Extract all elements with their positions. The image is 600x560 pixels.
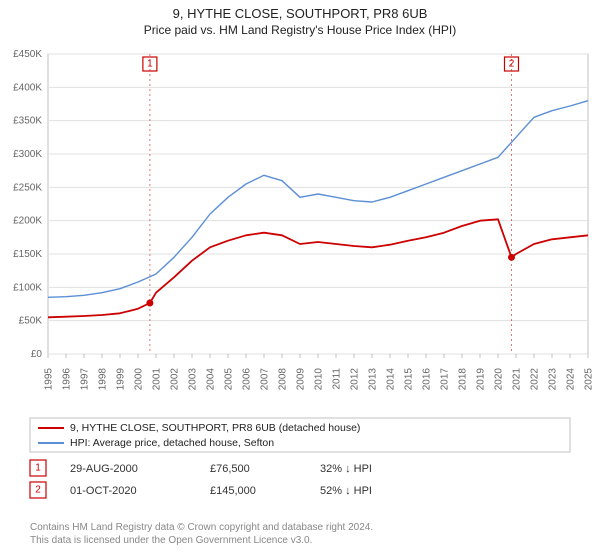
svg-text:2005: 2005 — [224, 368, 235, 391]
svg-text:2012: 2012 — [350, 368, 361, 391]
svg-text:£400K: £400K — [13, 82, 42, 93]
svg-text:1996: 1996 — [62, 368, 73, 391]
svg-text:52% ↓ HPI: 52% ↓ HPI — [320, 485, 372, 497]
title-line-2: Price paid vs. HM Land Registry's House … — [0, 23, 600, 37]
svg-text:£76,500: £76,500 — [210, 463, 250, 475]
svg-text:2003: 2003 — [188, 368, 199, 391]
svg-text:HPI: Average price, detached h: HPI: Average price, detached house, Seft… — [70, 437, 274, 449]
svg-text:2002: 2002 — [170, 368, 181, 391]
svg-text:2013: 2013 — [368, 368, 379, 391]
chart: £0 £50K £100K £150K £200K £250K £300K £350K £400… — [0, 46, 600, 416]
svg-text:£150K: £150K — [13, 249, 42, 260]
svg-text:£450K: £450K — [13, 49, 42, 60]
svg-text:2011: 2011 — [332, 368, 343, 390]
svg-text:£0: £0 — [31, 349, 43, 360]
svg-text:2023: 2023 — [548, 368, 559, 391]
svg-text:9, HYTHE CLOSE, SOUTHPORT, PR8: 9, HYTHE CLOSE, SOUTHPORT, PR8 6UB (deta… — [70, 422, 360, 434]
svg-text:2025: 2025 — [584, 368, 595, 391]
svg-text:£250K: £250K — [13, 182, 42, 193]
svg-text:1995: 1995 — [44, 368, 55, 391]
svg-text:29-AUG-2000: 29-AUG-2000 — [70, 463, 138, 475]
svg-text:£350K: £350K — [13, 116, 42, 127]
credits-line-2: This data is licensed under the Open Gov… — [30, 535, 312, 546]
title-line-1: 9, HYTHE CLOSE, SOUTHPORT, PR8 6UB — [0, 6, 600, 21]
svg-text:2019: 2019 — [476, 368, 487, 391]
credits-line-1: Contains HM Land Registry data © Crown c… — [30, 522, 373, 533]
svg-text:2001: 2001 — [152, 368, 163, 391]
svg-text:2010: 2010 — [314, 368, 325, 391]
svg-text:32% ↓ HPI: 32% ↓ HPI — [320, 463, 372, 475]
svg-text:01-OCT-2020: 01-OCT-2020 — [70, 485, 137, 497]
credits: Contains HM Land Registry data © Crown c… — [30, 522, 570, 547]
svg-text:£200K: £200K — [13, 216, 42, 227]
svg-text:£50K: £50K — [19, 316, 43, 327]
svg-text:2022: 2022 — [530, 368, 541, 391]
svg-text:2017: 2017 — [440, 368, 451, 391]
svg-text:£100K: £100K — [13, 282, 42, 293]
svg-text:2000: 2000 — [134, 368, 145, 391]
svg-text:2: 2 — [509, 59, 515, 70]
svg-text:1999: 1999 — [116, 368, 127, 391]
chart-container: { "title_line1": "9, HYTHE CLOSE, SOUTHP… — [0, 0, 600, 560]
svg-text:2020: 2020 — [494, 368, 505, 391]
svg-text:2004: 2004 — [206, 368, 217, 391]
svg-text:1998: 1998 — [98, 368, 109, 391]
svg-text:2: 2 — [35, 485, 41, 496]
svg-text:2009: 2009 — [296, 368, 307, 391]
svg-text:2016: 2016 — [422, 368, 433, 391]
svg-text:1997: 1997 — [80, 368, 91, 391]
svg-text:2007: 2007 — [260, 368, 271, 391]
svg-text:1: 1 — [147, 59, 153, 70]
chart-svg: £0 £50K £100K £150K £200K £250K £300K £350K £400… — [0, 46, 600, 416]
legend-and-transactions: 9, HYTHE CLOSE, SOUTHPORT, PR8 6UB (deta… — [0, 416, 600, 526]
chart-titles: 9, HYTHE CLOSE, SOUTHPORT, PR8 6UB Price… — [0, 0, 600, 37]
svg-text:2008: 2008 — [278, 368, 289, 391]
svg-text:£300K: £300K — [13, 149, 42, 160]
svg-text:2006: 2006 — [242, 368, 253, 391]
svg-text:2024: 2024 — [566, 368, 577, 391]
svg-text:1: 1 — [35, 463, 41, 474]
svg-text:£145,000: £145,000 — [210, 485, 256, 497]
svg-text:2018: 2018 — [458, 368, 469, 391]
svg-text:2021: 2021 — [512, 368, 523, 391]
svg-text:2014: 2014 — [386, 368, 397, 391]
svg-text:2015: 2015 — [404, 368, 415, 391]
